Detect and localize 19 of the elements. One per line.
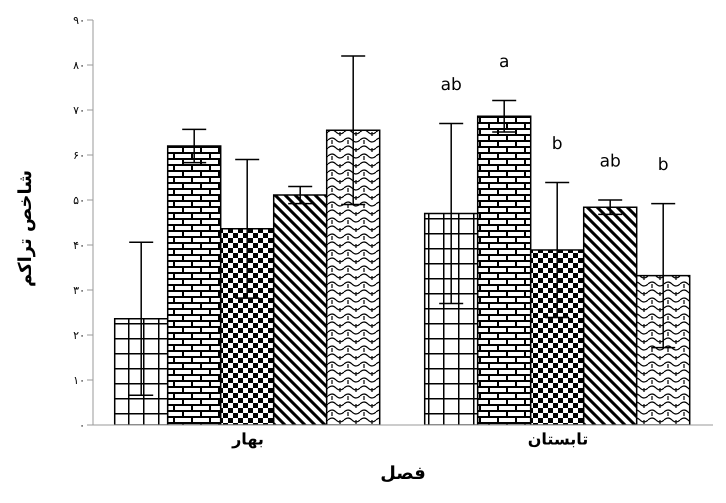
annotation: a — [498, 52, 510, 72]
x-axis-title: فصل — [379, 463, 427, 484]
y-tick-label: ۵۰ — [73, 194, 85, 207]
y-tick-label: ۷۰ — [73, 104, 85, 117]
y-tick-label: ۶۰ — [73, 148, 85, 162]
y-tick-label: ۱۰ — [73, 374, 85, 387]
annotation: b — [658, 155, 669, 176]
annotation: b — [552, 134, 563, 154]
annotation: ab — [440, 75, 462, 96]
x-tick-label: تابستان — [528, 429, 588, 448]
y-tick-label: ۳۰ — [73, 284, 85, 297]
y-axis-title: شاخص تراکم — [15, 170, 36, 286]
y-tick-label: ۲۰ — [73, 328, 85, 342]
annotation: ab — [600, 152, 621, 172]
y-tick-label: ۹۰ — [73, 14, 85, 27]
y-tick-label: ۴۰ — [73, 238, 85, 252]
y-tick-label: ۸۰ — [73, 58, 85, 72]
y-tick-label: ۰ — [79, 418, 85, 432]
x-tick-label: بهار — [231, 429, 264, 448]
